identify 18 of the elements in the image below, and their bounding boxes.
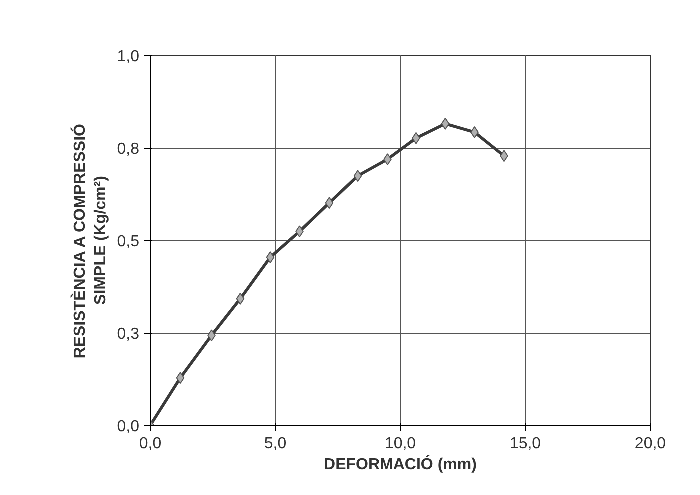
x-tick-label: 20,0 <box>634 436 666 452</box>
x-tick-label: 0,0 <box>139 436 162 452</box>
y-tick-label: 0,0 <box>117 418 140 436</box>
y-tick-label: 0,3 <box>117 326 140 343</box>
point <box>354 170 362 182</box>
point <box>325 197 334 210</box>
point <box>266 252 275 264</box>
x-tick-label: 15,0 <box>510 436 542 452</box>
y-tick-label: 0,8 <box>117 141 140 158</box>
point <box>441 118 450 130</box>
x-axis-title: DEFORMACIÓ (mm) <box>324 454 477 474</box>
point <box>236 292 245 305</box>
point <box>176 372 185 384</box>
y-axis-title: RESISTÈNCIA A COMPRESSIÓ SIMPLE (Kg/cm²) <box>70 124 110 359</box>
y-tick-label: 1,0 <box>117 48 140 66</box>
y-tick-label: 0,5 <box>117 234 140 250</box>
x-tick-label: 5,0 <box>264 436 287 452</box>
x-tick-label: 10,0 <box>384 436 416 452</box>
